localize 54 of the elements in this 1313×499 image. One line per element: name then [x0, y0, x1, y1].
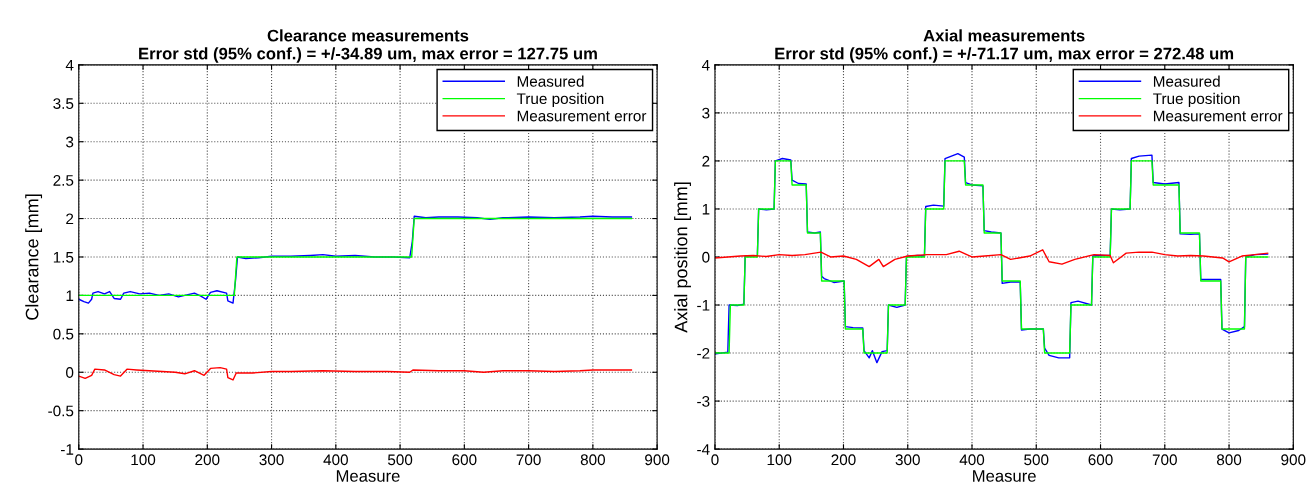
y-axis-title: Clearance [mm]: [25, 194, 43, 320]
x-tick-label: 0: [711, 454, 719, 466]
x-tick-label: 600: [1088, 454, 1113, 466]
x-tick-label: 400: [959, 454, 985, 466]
x-tick-label: 500: [387, 454, 413, 466]
x-tick-label: 800: [1216, 454, 1242, 466]
legend-label: True position: [1153, 92, 1240, 108]
chart-subtitle: Error std (95% conf.) = +/-34.89 um, max error = 127.75 um: [139, 47, 597, 63]
x-tick-label: 800: [580, 454, 606, 466]
x-tick-label: 300: [895, 454, 920, 466]
x-tick-label: 300: [259, 454, 284, 466]
y-tick-label: -4: [697, 444, 710, 455]
legend-label: Measured: [1153, 75, 1220, 87]
y-tick-label: -1: [697, 300, 710, 311]
y-tick-label: 3: [66, 136, 74, 148]
x-tick-label: 700: [516, 454, 541, 466]
y-tick-label: -2: [697, 347, 710, 359]
x-tick-label: 900: [1281, 454, 1306, 466]
legend-label: Measurement error: [1153, 110, 1283, 122]
x-tick-label: 200: [831, 454, 856, 466]
y-tick-label: 4: [65, 59, 74, 71]
y-tick-label: 2.5: [53, 175, 74, 186]
y-tick-label: 2: [702, 155, 710, 167]
y-tick-label: 0.5: [53, 328, 74, 340]
y-tick-label: -1: [61, 444, 74, 455]
legend-label: Measured: [517, 75, 584, 87]
x-axis-title: Measure: [336, 470, 400, 482]
y-tick-label: 1.5: [53, 252, 74, 263]
x-tick-label: 200: [195, 454, 220, 466]
x-axis-title: Measure: [973, 470, 1036, 482]
x-tick-label: 0: [75, 454, 83, 466]
y-tick-label: 1: [702, 203, 710, 215]
y-axis-title: Axial position [mm]: [674, 182, 691, 333]
x-tick-label: 100: [131, 454, 156, 466]
y-tick-label: 3: [702, 107, 710, 119]
x-tick-label: 700: [1152, 454, 1177, 466]
legend-label: Measurement error: [517, 110, 647, 122]
chart-title: Axial measurements: [923, 29, 1085, 42]
y-tick-label: -0.5: [48, 405, 74, 417]
y-tick-label: 3.5: [53, 98, 74, 109]
y-tick-label: 0: [702, 251, 710, 263]
y-tick-label: 0: [66, 367, 74, 378]
legend-label: True position: [516, 92, 604, 108]
y-tick-label: -3: [697, 395, 710, 407]
y-tick-label: 4: [701, 59, 710, 71]
x-tick-label: 100: [767, 454, 792, 466]
y-tick-label: 1: [66, 290, 74, 301]
x-tick-label: 900: [645, 454, 670, 466]
chart-title: Clearance measurements: [267, 29, 469, 42]
x-tick-label: 400: [323, 454, 348, 466]
x-tick-label: 600: [452, 454, 477, 466]
y-tick-label: 2: [66, 213, 74, 225]
chart-subtitle: Error std (95% conf.) = +/-71.17 um, max error = 272.48 um: [775, 47, 1234, 63]
x-tick-label: 500: [1024, 454, 1049, 466]
